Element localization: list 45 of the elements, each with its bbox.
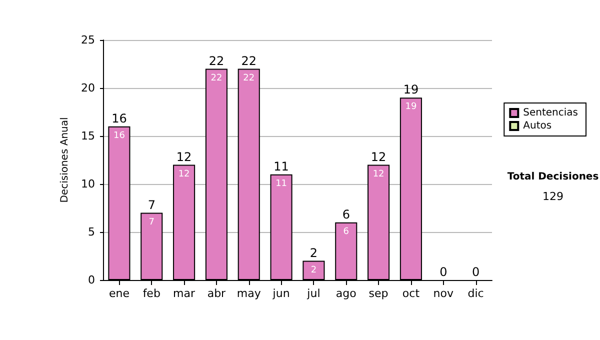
y-axis-title: Decisiones Anual xyxy=(60,117,71,203)
x-tick-label: nov xyxy=(433,287,454,300)
total-label: 12 xyxy=(176,150,192,164)
data-label: 7 xyxy=(148,217,154,228)
x-tick-label: oct xyxy=(402,287,420,300)
data-label: 22 xyxy=(243,73,255,84)
y-tick-label: 5 xyxy=(88,226,95,238)
y-tick-label: 20 xyxy=(81,82,95,94)
legend-label: Autos xyxy=(523,120,552,132)
data-label: 12 xyxy=(178,169,190,180)
x-tick-label: feb xyxy=(142,287,160,300)
data-label: 6 xyxy=(343,226,350,237)
legend-label: Sentencias xyxy=(523,108,578,118)
total-label: 11 xyxy=(274,159,289,174)
total-label: 22 xyxy=(208,54,224,68)
x-tick-label: ene xyxy=(108,287,130,300)
y-tick-label: 10 xyxy=(81,178,95,190)
data-label: 2 xyxy=(310,265,317,276)
data-label: 16 xyxy=(113,130,126,141)
x-tick-label: jun xyxy=(272,287,290,300)
total-label: 6 xyxy=(342,207,350,222)
x-tick-label: sep xyxy=(368,287,388,300)
y-tick-label: 15 xyxy=(81,130,95,142)
x-tick-label: dic xyxy=(468,287,484,300)
total-label: 0 xyxy=(440,265,448,279)
x-tick-label: jul xyxy=(306,287,320,300)
x-tick-label: may xyxy=(236,287,262,300)
total-label: 19 xyxy=(403,82,419,97)
y-tick-label: 0 xyxy=(88,274,95,286)
x-tick-label: mar xyxy=(173,287,196,300)
data-label: 12 xyxy=(372,169,384,180)
total-label: 0 xyxy=(472,265,480,279)
total-label: 7 xyxy=(148,198,156,212)
text: 129 xyxy=(542,190,564,203)
x-tick-label: ago xyxy=(336,287,357,300)
x-tick-label: abr xyxy=(207,287,226,300)
data-label: 22 xyxy=(210,73,222,84)
data-label: 19 xyxy=(405,102,417,112)
text: Total Decisiones xyxy=(507,172,599,182)
total-label: 16 xyxy=(112,111,127,126)
y-tick-label: 25 xyxy=(81,34,95,46)
data-label: 11 xyxy=(276,178,288,189)
total-label: 12 xyxy=(370,150,386,164)
total-label: 2 xyxy=(310,246,318,260)
total-label: 22 xyxy=(241,54,257,68)
